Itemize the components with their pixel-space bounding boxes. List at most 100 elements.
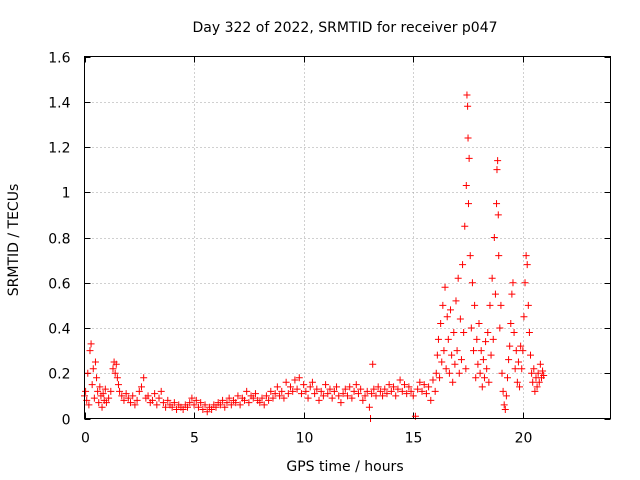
data-point	[416, 378, 424, 386]
y-tick-label: 1.6	[48, 51, 70, 67]
data-point	[113, 374, 121, 382]
data-point	[157, 387, 165, 395]
data-point	[457, 356, 465, 364]
x-tick-label: 20	[515, 431, 533, 447]
data-point	[188, 394, 196, 402]
data-point	[267, 387, 275, 395]
data-point	[291, 376, 299, 384]
data-point	[140, 374, 148, 382]
data-point	[328, 394, 336, 402]
data-point	[507, 319, 515, 327]
data-point	[311, 390, 319, 398]
data-point	[505, 356, 513, 364]
data-point	[190, 401, 198, 409]
data-point	[240, 396, 248, 404]
chart-title: Day 322 of 2022, SRMTID for receiver p04…	[192, 20, 497, 36]
data-point	[350, 387, 358, 395]
y-tick-label: 1.4	[48, 96, 70, 112]
data-point	[98, 403, 106, 411]
data-point	[135, 387, 143, 395]
y-tick-label: 1	[62, 186, 71, 202]
data-point	[496, 324, 504, 332]
data-point	[273, 383, 281, 391]
data-point	[539, 367, 547, 375]
data-point	[201, 401, 209, 409]
data-point	[120, 396, 128, 404]
data-point	[258, 394, 266, 402]
data-point	[509, 279, 517, 287]
data-point	[105, 394, 113, 402]
data-point	[390, 383, 398, 391]
data-point	[465, 154, 473, 162]
data-point	[354, 390, 362, 398]
data-point	[392, 392, 400, 400]
data-point	[433, 351, 441, 359]
data-point	[93, 374, 101, 382]
data-point	[477, 347, 485, 355]
data-point	[524, 301, 532, 309]
data-point	[280, 394, 288, 402]
data-point	[330, 387, 338, 395]
data-point	[346, 383, 354, 391]
data-point	[369, 360, 377, 368]
data-point	[114, 381, 122, 389]
data-point	[208, 405, 216, 413]
data-point	[124, 394, 132, 402]
data-point	[151, 390, 159, 398]
tick-labels: 0 5 10 15 20 0 0.2 0.4 0.6 0.8 1 1.2 1.4 1.6	[48, 51, 532, 447]
data-point	[344, 392, 351, 400]
x-tick-label: 10	[296, 431, 314, 447]
data-point	[449, 378, 457, 386]
data-point	[295, 374, 303, 382]
y-tick-label: 1.2	[48, 141, 70, 157]
data-point	[306, 383, 314, 391]
data-point	[440, 347, 448, 355]
data-point	[480, 374, 488, 382]
data-point	[495, 252, 503, 260]
data-point	[414, 385, 422, 393]
data-point	[82, 387, 90, 395]
data-point	[352, 381, 360, 389]
data-point	[478, 383, 486, 391]
data-point	[127, 399, 135, 407]
data-point	[87, 340, 95, 348]
data-point	[289, 387, 297, 395]
data-point	[383, 390, 391, 398]
data-point	[511, 365, 519, 373]
data-point	[95, 399, 103, 407]
data-point	[464, 200, 472, 208]
data-point	[425, 383, 433, 391]
data-point	[260, 401, 268, 409]
data-point	[118, 392, 126, 400]
x-tick-label: 15	[405, 431, 423, 447]
data-point	[186, 399, 194, 407]
y-tick-label: 0.4	[48, 322, 70, 338]
data-point	[197, 399, 205, 407]
data-point	[337, 399, 345, 407]
y-tick-label: 0.8	[48, 232, 70, 248]
data-point	[431, 387, 439, 395]
data-point	[471, 301, 479, 309]
data-point	[122, 390, 130, 398]
data-point	[216, 401, 224, 409]
data-point	[445, 369, 453, 377]
data-point	[529, 378, 537, 386]
data-point	[243, 387, 251, 395]
data-point	[153, 401, 161, 409]
data-point	[339, 390, 347, 398]
data-point	[461, 222, 469, 230]
data-point	[179, 405, 187, 413]
data-point	[265, 396, 273, 404]
data-point	[489, 335, 497, 343]
data-point	[322, 381, 330, 389]
data-point	[468, 279, 476, 287]
data-point	[448, 351, 456, 359]
data-point	[300, 381, 308, 389]
data-point	[512, 347, 520, 355]
data-point	[494, 157, 502, 165]
data-point	[381, 385, 389, 393]
data-point	[91, 358, 99, 366]
data-point	[453, 347, 461, 355]
y-tick-label: 0.6	[48, 277, 70, 293]
